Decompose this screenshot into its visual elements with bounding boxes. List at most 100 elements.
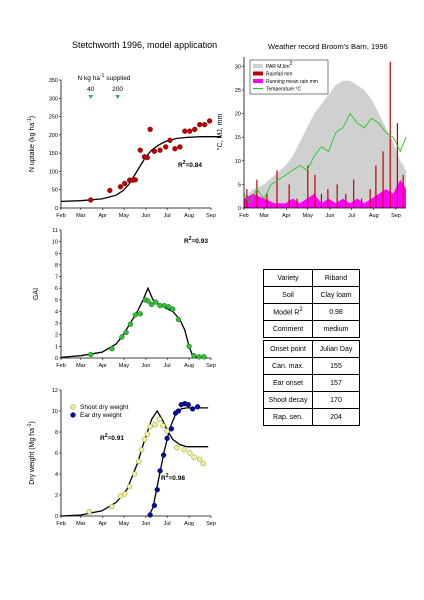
rainfall-bar xyxy=(360,198,363,208)
ear-observed-point xyxy=(175,408,182,414)
dry-weight-x-tick-label: Mar xyxy=(76,521,86,527)
shoot-observed-point xyxy=(122,491,128,497)
n-uptake-y-tick-label: 250 xyxy=(49,115,58,121)
ear-observed-point xyxy=(157,468,163,474)
model-r-label: Model R xyxy=(273,309,300,317)
rainfall-bar xyxy=(314,174,316,208)
gai-observed-point xyxy=(123,329,129,336)
n-uptake-x-tick-label: Aug xyxy=(184,213,194,219)
gai-y-tick-label: 0 xyxy=(55,356,58,362)
shoot-observed-point xyxy=(187,450,193,456)
n-application-marker xyxy=(88,95,93,99)
n-uptake-observed-point xyxy=(88,197,94,203)
weather-y-tick-label: 10 xyxy=(235,159,241,165)
shoot-observed-point xyxy=(141,436,148,443)
rainfall-bar xyxy=(396,123,398,208)
table-cell-value: Riband xyxy=(312,269,360,287)
gai-observed-point xyxy=(109,346,115,352)
weather-y-axis-label: °C, MJ, mm xyxy=(216,114,224,151)
gai-observed-point xyxy=(196,354,202,360)
n-uptake-observed-point xyxy=(117,184,124,190)
shoot-observed-point xyxy=(139,447,145,453)
rainfall-bar xyxy=(320,193,323,208)
rainfall-bar xyxy=(375,165,377,208)
weather-chart-title: Weather record Broom's Barn, 1996 xyxy=(268,42,388,51)
gai-y-tick-label: 6 xyxy=(55,286,58,292)
n-uptake-observed-point xyxy=(107,187,113,194)
shoot-observed-point xyxy=(156,416,162,423)
weather-legend-label: Rainfall mm xyxy=(266,72,292,78)
n-uptake-observed-point xyxy=(182,128,188,134)
gai-r2-label: R2=0.93 xyxy=(184,236,208,245)
rainfall-bar xyxy=(296,198,298,208)
rainfall-bar xyxy=(266,193,268,208)
gai-observed-point xyxy=(186,343,192,350)
gai-observed-point xyxy=(137,311,143,317)
ear-observed-point xyxy=(147,512,153,518)
label-part: Dry weight (Mg ha xyxy=(29,428,36,485)
dry-weight-y-tick-label: 10 xyxy=(52,409,58,415)
rainfall-bar xyxy=(382,151,384,208)
n-uptake-observed-point xyxy=(172,146,178,152)
n-uptake-observed-point xyxy=(177,144,183,150)
gai-x-tick-label: Sep xyxy=(206,363,216,369)
gai-observed-point xyxy=(145,298,151,304)
shoot-observed-point xyxy=(181,447,187,453)
label-part: R xyxy=(161,475,166,482)
dry-weight-y-tick-label: 4 xyxy=(55,472,58,478)
table-row: Shoot decay 170 xyxy=(263,391,360,409)
rainfall-bar xyxy=(336,184,338,208)
shoot-observed-point xyxy=(109,503,115,510)
weather-legend-swatch xyxy=(253,79,263,83)
gai-observed-point xyxy=(153,299,159,305)
n-application-amount: 200 xyxy=(112,86,123,93)
gai-observed-point xyxy=(175,316,182,323)
n-uptake-observed-point xyxy=(206,118,213,124)
n-uptake-observed-point xyxy=(137,147,143,153)
n-uptake-observed-point xyxy=(144,154,150,161)
superscript: 2 xyxy=(166,473,169,479)
weather-x-tick-label: Sep xyxy=(391,213,401,219)
label-part: supplied xyxy=(104,75,130,82)
variety-table: Variety Riband Soil Clay loam Model R2 0… xyxy=(263,269,360,338)
table-row: Soil Clay loam xyxy=(263,286,360,304)
weather-x-tick-label: Jul xyxy=(348,213,355,219)
n-uptake-x-tick-label: Apr xyxy=(98,213,107,219)
gai-observed-point xyxy=(88,351,94,358)
n-uptake-x-tick-label: Mar xyxy=(76,213,86,219)
shoot-observed-point xyxy=(191,454,197,460)
weather-legend-swatch xyxy=(253,64,263,68)
weather-y-tick-label: 30 xyxy=(235,64,241,70)
gai-observed-point xyxy=(191,353,197,359)
table-row: Can. max. 155 xyxy=(263,357,360,375)
temperature-line xyxy=(243,112,407,205)
label-part: R xyxy=(184,238,189,245)
dry-weight-x-tick-label: Aug xyxy=(184,521,194,527)
weather-y-tick-label: 5 xyxy=(238,182,241,188)
gai-observed-point xyxy=(148,301,155,308)
n-uptake-observed-point xyxy=(157,147,163,153)
gai-x-tick-label: May xyxy=(119,363,130,369)
superscript: 2 xyxy=(290,61,293,67)
gai-y-tick-label: 8 xyxy=(55,263,58,269)
n-uptake-observed-point xyxy=(167,137,173,143)
rainfall-bar xyxy=(307,165,309,208)
rainfall-bar xyxy=(353,179,355,208)
gai-y-tick-label: 4 xyxy=(55,309,58,315)
table-cell-label: Ear onset xyxy=(263,374,313,392)
n-uptake-observed-point xyxy=(201,121,208,128)
table-row: Model R2 0.98 xyxy=(263,303,360,321)
gai-observed-point xyxy=(201,354,207,360)
n-uptake-x-tick-label: Feb xyxy=(56,213,65,219)
ear-observed-point xyxy=(154,487,160,493)
gai-observed-point xyxy=(132,312,138,318)
shoot-observed-point xyxy=(144,431,150,437)
dry-weight-y-tick-label: 6 xyxy=(55,451,58,457)
weather-y-tick-label: 20 xyxy=(235,112,241,118)
n-uptake-x-tick-label: Sep xyxy=(206,213,216,219)
legend-ear-label: Ear dry weight xyxy=(80,412,122,419)
table-row: Comment medium xyxy=(263,320,360,338)
dry-weight-x-tick-label: Jun xyxy=(141,521,150,527)
superscript: -1 xyxy=(27,423,33,428)
rainfall-bar xyxy=(276,170,278,208)
